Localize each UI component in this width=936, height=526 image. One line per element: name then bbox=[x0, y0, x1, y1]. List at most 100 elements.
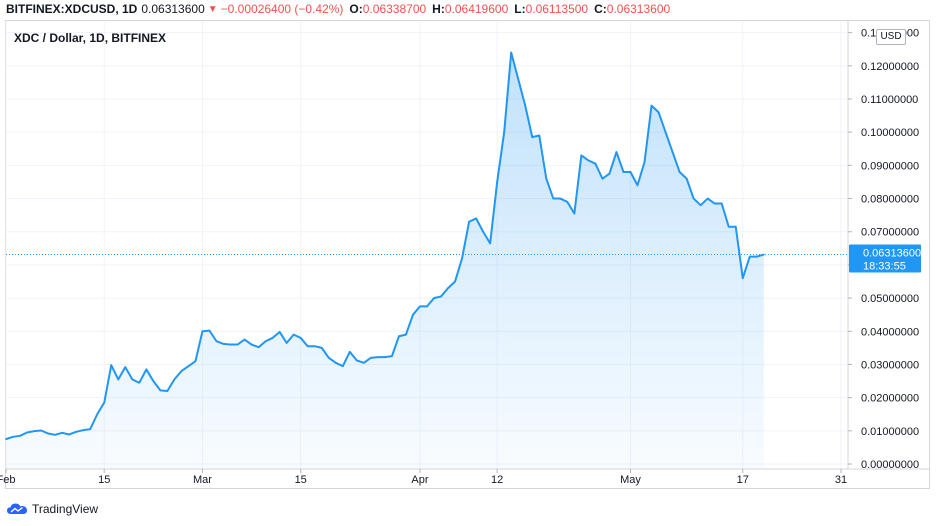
data-point bbox=[201, 330, 204, 333]
data-point bbox=[496, 181, 498, 183]
data-point bbox=[531, 136, 534, 138]
high-label: H: bbox=[432, 2, 445, 16]
data-point bbox=[124, 366, 127, 368]
data-point bbox=[384, 356, 386, 358]
down-arrow-icon: ▼ bbox=[207, 3, 218, 15]
bar-countdown: 18:33:55 bbox=[863, 261, 906, 273]
y-tick-label: 0.05000000 bbox=[861, 293, 919, 305]
y-tick-label: 0.07000000 bbox=[861, 227, 919, 239]
x-tick-label: Apr bbox=[411, 474, 428, 486]
data-point bbox=[278, 331, 281, 333]
data-point bbox=[313, 345, 316, 348]
data-point bbox=[292, 333, 295, 336]
time-axis[interactable]: Feb 15 Mar 15 Apr 12 May 17 31 bbox=[0, 469, 847, 486]
x-tick-label: 31 bbox=[835, 474, 847, 486]
data-point bbox=[180, 370, 183, 372]
data-point bbox=[5, 438, 7, 440]
data-point bbox=[601, 177, 604, 180]
data-point bbox=[377, 356, 379, 358]
y-tick-label: 0.00000000 bbox=[861, 459, 919, 471]
data-point bbox=[552, 197, 555, 200]
data-point bbox=[96, 413, 99, 416]
cloud-logo-icon bbox=[7, 503, 27, 514]
change-value: −0.00026400 (−0.42%) bbox=[220, 2, 344, 16]
data-point bbox=[419, 305, 421, 308]
data-point bbox=[75, 431, 77, 433]
data-point bbox=[89, 428, 91, 430]
last-price-value: 0.06313600 bbox=[863, 248, 921, 260]
data-point bbox=[692, 197, 695, 200]
data-point bbox=[19, 435, 21, 437]
data-point bbox=[320, 347, 323, 349]
data-point bbox=[629, 171, 632, 173]
data-point bbox=[222, 343, 225, 345]
data-point bbox=[671, 151, 674, 153]
price-points bbox=[5, 51, 765, 440]
tradingview-brand[interactable]: TradingView bbox=[6, 500, 98, 518]
data-point bbox=[538, 134, 541, 137]
data-point bbox=[461, 257, 463, 260]
data-point bbox=[110, 364, 113, 366]
y-tick-label: 0.03000000 bbox=[861, 359, 919, 371]
data-point bbox=[12, 436, 14, 438]
x-tick-label: Feb bbox=[0, 474, 15, 486]
high-value: 0.06419600 bbox=[444, 2, 509, 16]
data-point bbox=[68, 433, 70, 436]
open-label: O: bbox=[349, 2, 363, 16]
data-point bbox=[727, 225, 730, 228]
x-tick-label: 17 bbox=[737, 474, 749, 486]
y-tick-label: 0.10000000 bbox=[861, 127, 919, 139]
data-point bbox=[734, 225, 737, 228]
data-point bbox=[103, 401, 106, 404]
data-point bbox=[236, 343, 239, 346]
data-point bbox=[559, 197, 562, 200]
x-tick-label: May bbox=[620, 474, 641, 486]
symbol-header: BITFINEX:XDCUSD, 1D 0.06313600 ▼ −0.0002… bbox=[6, 1, 670, 17]
data-point bbox=[285, 342, 288, 344]
y-tick-label: 0.08000000 bbox=[861, 194, 919, 206]
close-value: 0.06313600 bbox=[606, 2, 671, 16]
low-value: 0.06113500 bbox=[525, 2, 589, 16]
data-point bbox=[748, 255, 751, 258]
data-point bbox=[370, 357, 372, 359]
x-tick-label: 15 bbox=[295, 474, 307, 486]
data-point bbox=[622, 171, 625, 173]
data-point bbox=[545, 177, 548, 180]
data-point bbox=[349, 351, 351, 353]
data-point bbox=[643, 161, 646, 163]
data-point bbox=[138, 381, 141, 384]
data-point bbox=[82, 429, 84, 431]
close-label: C: bbox=[594, 2, 607, 16]
y-tick-label: 0.11000000 bbox=[861, 94, 918, 106]
data-point bbox=[517, 78, 520, 80]
data-point bbox=[706, 197, 709, 200]
y-tick-label: 0.01000000 bbox=[861, 426, 919, 438]
data-point bbox=[271, 337, 274, 339]
data-point bbox=[131, 378, 134, 381]
data-point bbox=[405, 333, 407, 336]
data-point bbox=[342, 365, 344, 367]
data-point bbox=[173, 378, 176, 381]
data-point bbox=[363, 362, 365, 364]
data-point bbox=[299, 337, 302, 339]
data-point bbox=[194, 360, 197, 362]
data-point bbox=[334, 362, 337, 364]
open-value: 0.06338700 bbox=[362, 2, 427, 16]
data-point bbox=[61, 432, 63, 434]
data-point bbox=[755, 255, 758, 258]
data-point bbox=[166, 390, 169, 392]
data-point bbox=[447, 287, 449, 289]
data-point bbox=[398, 335, 400, 338]
y-tick-label: 0.12000000 bbox=[861, 61, 919, 73]
low-label: L: bbox=[514, 2, 526, 16]
data-point bbox=[468, 220, 470, 223]
currency-button[interactable]: USD bbox=[876, 29, 906, 45]
data-point bbox=[615, 151, 618, 153]
data-point bbox=[650, 104, 653, 107]
data-point bbox=[573, 212, 576, 215]
data-point bbox=[580, 154, 583, 157]
data-point bbox=[54, 434, 56, 436]
data-point bbox=[587, 159, 590, 162]
data-point bbox=[306, 345, 309, 348]
